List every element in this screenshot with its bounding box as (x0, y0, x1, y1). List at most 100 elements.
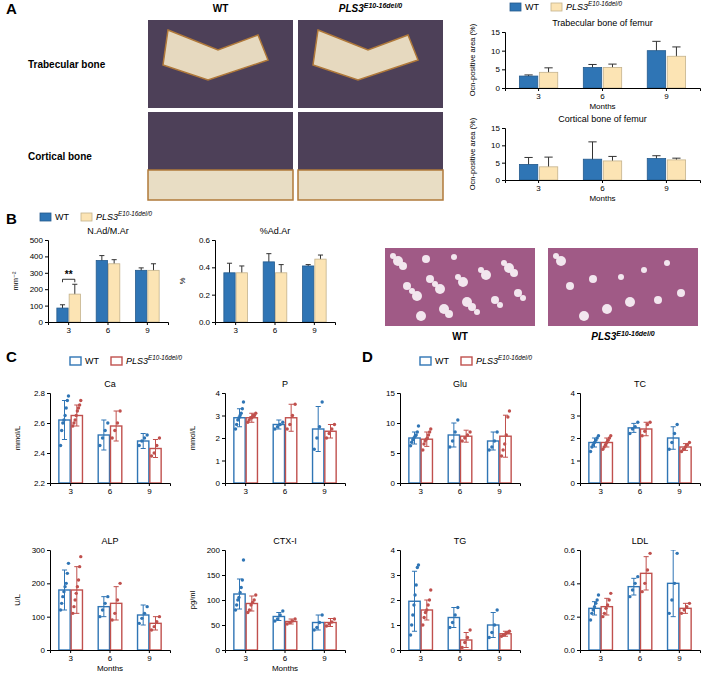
y-tick: 0 (571, 479, 580, 488)
y-tick: 0 (216, 646, 225, 655)
y-axis-line (45, 241, 49, 323)
x-tick-line (640, 650, 641, 653)
plot-area (59, 394, 161, 483)
data-point (71, 612, 74, 615)
y-tick-line (47, 583, 50, 584)
data-point (493, 439, 496, 442)
chart-title: Glu (453, 379, 467, 389)
plot-area (519, 142, 685, 180)
y-tick-line (47, 423, 50, 424)
bar (275, 273, 286, 322)
y-tick: 0.4 (564, 579, 580, 588)
x-tick: 6 (458, 483, 463, 496)
bar (448, 618, 459, 651)
plot-area (59, 555, 161, 650)
data-point (278, 423, 281, 426)
chart-title: N.Ad/M.Ar (87, 226, 129, 236)
bar (500, 634, 511, 650)
x-axis-title: Months (272, 664, 298, 673)
data-point (448, 626, 451, 629)
x-axis: 369 (401, 483, 521, 496)
y-tick-line (577, 650, 580, 651)
chart-title: ALP (101, 536, 118, 546)
y-tick-line (397, 550, 400, 551)
y-tick-label: 15 (491, 28, 500, 37)
panel-label: B (6, 210, 17, 227)
y-tick-line (502, 51, 505, 52)
x-axis-title: Months (589, 102, 615, 111)
y-tick-line (577, 550, 580, 551)
plot-area (57, 256, 159, 322)
chart: 01234369TC (571, 379, 701, 496)
x-axis: 369 (226, 650, 346, 663)
y-tick-label: 4 (216, 389, 221, 398)
data-point (589, 618, 592, 621)
y-tick-line (502, 88, 505, 89)
y-tick: 3 (391, 571, 400, 580)
y-tick: 5 (391, 449, 400, 458)
y-tick-label: 4 (391, 546, 396, 555)
data-point (313, 448, 316, 451)
data-point (278, 613, 281, 616)
y-tick-label: 0.6 (564, 546, 576, 555)
data-point (609, 434, 612, 437)
data-point (451, 621, 454, 624)
y-tick-line (577, 438, 580, 439)
y-tick: 4 (391, 546, 400, 555)
data-point (601, 615, 604, 618)
x-tick-label: 6 (458, 487, 463, 496)
data-point (152, 625, 155, 628)
y-tick-line (222, 438, 225, 439)
data-point (76, 409, 79, 412)
data-point (59, 608, 62, 611)
x-tick-line (679, 650, 680, 653)
y-axis-line (47, 551, 51, 651)
y-tick: 15 (491, 28, 505, 37)
data-point (415, 583, 418, 586)
y-axis-title: mm⁻² (11, 271, 20, 290)
legend-item: WT (420, 356, 449, 366)
micrograph (298, 112, 443, 200)
x-tick-line (108, 322, 109, 325)
error-bar (114, 411, 119, 441)
data-point (463, 436, 466, 439)
x-tick-label: 3 (68, 654, 73, 663)
legend-swatch (551, 3, 562, 11)
data-point (411, 613, 414, 616)
chart: 051015369Trabecular bone of femurOcn-pos… (468, 18, 701, 111)
data-point (508, 630, 511, 633)
chart-title: TC (634, 379, 646, 389)
y-axis: 01234 (216, 389, 226, 488)
x-tick-line (245, 650, 246, 653)
data-point (675, 423, 678, 426)
y-axis: 01234 (391, 546, 401, 655)
x-tick-line (285, 650, 286, 653)
x-tick: 6 (638, 483, 643, 496)
legend-item: WT (40, 212, 69, 222)
x-axis-line (581, 651, 701, 654)
data-point (140, 439, 143, 442)
figure: ABCDWTPLS3E10-16del/0Trabecular boneCort… (0, 0, 717, 688)
x-tick-line (666, 180, 667, 183)
x-tick-label: 6 (106, 326, 111, 335)
x-tick-label: 3 (66, 326, 71, 335)
x-tick-label: 3 (598, 654, 603, 663)
data-point (631, 588, 634, 591)
chart: 0.00.20.40.6369LDL (564, 536, 701, 663)
y-axis-title: Ocn-positive area (%) (468, 117, 477, 190)
error-bar (683, 603, 688, 613)
y-tick-label: 2 (571, 434, 576, 443)
y-axis: 051015 (491, 124, 505, 185)
x-tick-line (600, 650, 601, 653)
y-tick-label: 200 (32, 579, 46, 588)
data-point (468, 628, 471, 631)
data-point (597, 593, 600, 596)
legend-swatch (420, 357, 431, 365)
data-point (412, 603, 415, 606)
data-point (409, 633, 412, 636)
data-point (315, 436, 318, 439)
data-point (593, 605, 596, 608)
y-tick-line (397, 393, 400, 394)
y-axis-title: Ocn-positive area (%) (468, 23, 477, 96)
data-point (460, 646, 463, 649)
